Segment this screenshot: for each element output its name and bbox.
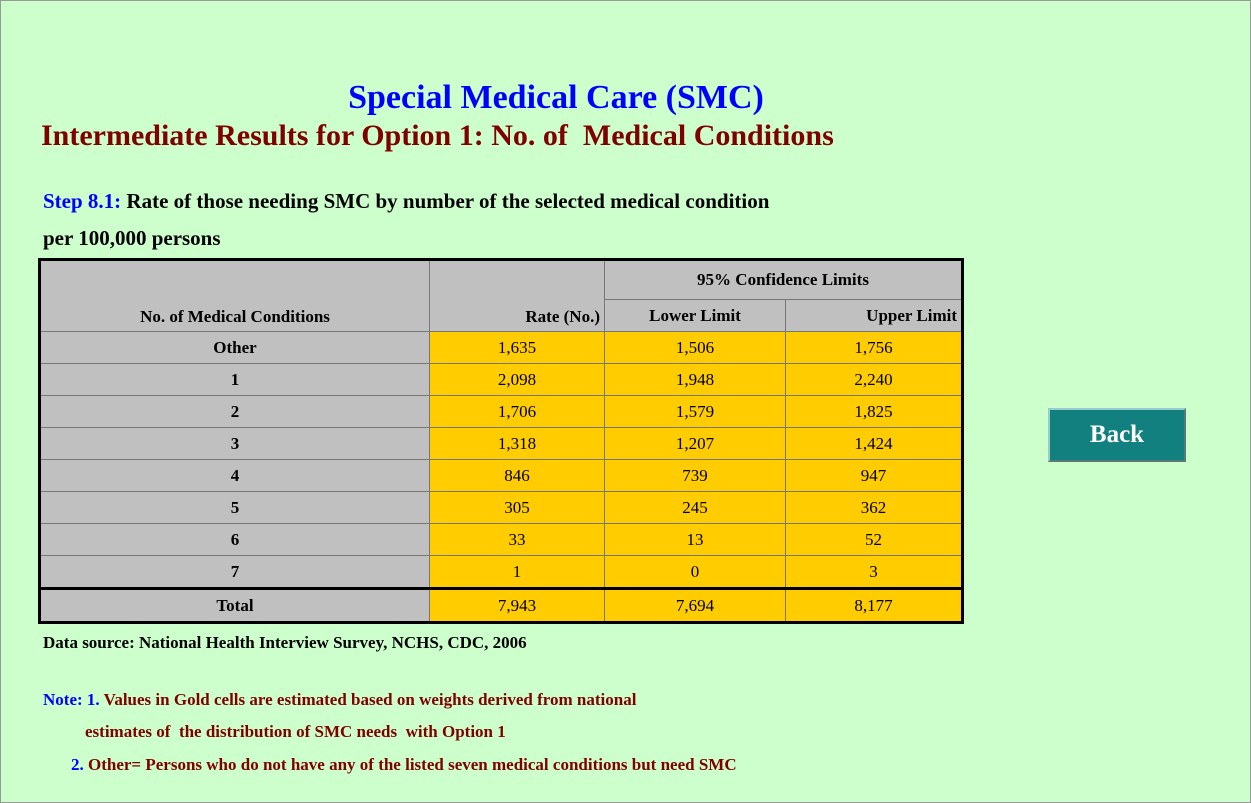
column-header: Upper Limit [785, 299, 963, 332]
cell: 7,943 [429, 587, 605, 623]
group-header: 95% Confidence Limits [604, 259, 963, 300]
column-header: No. of Medical Conditions [39, 259, 430, 332]
note-line: Note: 1. Values in Gold cells are estima… [43, 690, 636, 710]
table-row: 4 846 739 947 [39, 459, 963, 492]
cell: 1,318 [429, 427, 605, 460]
note-number: 1. [86, 690, 100, 709]
table-row: 6 33 13 52 [39, 523, 963, 556]
column-header: Rate (No.) [429, 259, 605, 332]
cell: 245 [604, 491, 786, 524]
cell: 1,635 [429, 331, 605, 364]
table-row: 1 2,098 1,948 2,240 [39, 363, 963, 396]
cell: 739 [604, 459, 786, 492]
cell: 33 [429, 523, 605, 556]
cell: 0 [604, 555, 786, 589]
cell: 1,579 [604, 395, 786, 428]
cell: 7,694 [604, 587, 786, 623]
title: Special Medical Care (SMC) [348, 79, 764, 116]
cell: 305 [429, 491, 605, 524]
step-line: Step 8.1: Rate of those needing SMC by n… [43, 189, 769, 214]
cell: 1,948 [604, 363, 786, 396]
row-label: 1 [39, 363, 430, 396]
row-label: 6 [39, 523, 430, 556]
cell: 2,098 [429, 363, 605, 396]
results-table: No. of Medical Conditions Rate (No.) 95%… [38, 258, 964, 624]
table-body: Other 1,635 1,506 1,756 1 2,098 1,948 2,240 2 1,7… [39, 331, 963, 623]
table-row: 2 1,706 1,579 1,825 [39, 395, 963, 428]
cell: 8,177 [785, 587, 963, 623]
data-source: Data source: National Health Interview S… [43, 633, 527, 652]
step-label: Step 8.1: [43, 189, 122, 213]
table-row: 5 305 245 362 [39, 491, 963, 524]
note-label: Note: [43, 690, 83, 709]
table-row: Total 7,943 7,694 8,177 [39, 587, 963, 623]
cell: 52 [785, 523, 963, 556]
cell: 2,240 [785, 363, 963, 396]
subtitle: Intermediate Results for Option 1: No. o… [41, 119, 834, 152]
cell: 846 [429, 459, 605, 492]
row-label: Other [39, 331, 430, 364]
cell: 947 [785, 459, 963, 492]
note-line: 2. Other= Persons who do not have any of… [71, 755, 737, 775]
cell: 1,207 [604, 427, 786, 460]
cell: 13 [604, 523, 786, 556]
step-text: Rate of those needing SMC by number of t… [126, 189, 770, 213]
note-text: estimates of the distribution of SMC nee… [85, 722, 506, 741]
row-label: 7 [39, 555, 430, 589]
table-row: Other 1,635 1,506 1,756 [39, 331, 963, 364]
row-label: 4 [39, 459, 430, 492]
cell: 3 [785, 555, 963, 589]
note-text: Values in Gold cells are estimated based… [103, 690, 637, 709]
row-label: 3 [39, 427, 430, 460]
cell: 1,424 [785, 427, 963, 460]
back-button[interactable]: Back [1048, 408, 1186, 462]
cell: 362 [785, 491, 963, 524]
cell: 1,506 [604, 331, 786, 364]
cell: 1,706 [429, 395, 605, 428]
cell: 1,825 [785, 395, 963, 428]
note-number: 2. [71, 755, 84, 774]
note-text: Other= Persons who do not have any of th… [88, 755, 737, 774]
column-header: Lower Limit [604, 299, 786, 332]
table-row: 3 1,318 1,207 1,424 [39, 427, 963, 460]
cell: 1 [429, 555, 605, 589]
row-label: 5 [39, 491, 430, 524]
row-label: Total [39, 587, 430, 623]
step-text: per 100,000 persons [43, 226, 221, 250]
row-label: 2 [39, 395, 430, 428]
cell: 1,756 [785, 331, 963, 364]
